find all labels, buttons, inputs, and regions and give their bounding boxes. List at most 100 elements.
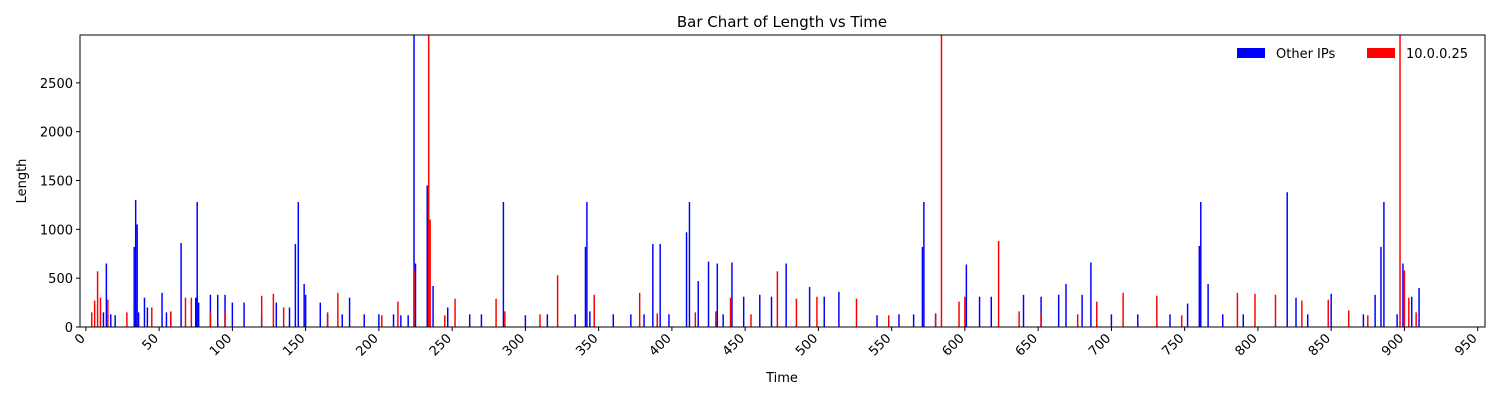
bar (1018, 311, 1020, 327)
bar (990, 296, 993, 327)
x-tick-label: 750 (1159, 331, 1187, 359)
bar (1090, 262, 1092, 327)
chart-title: Bar Chart of Length vs Time (677, 13, 887, 31)
x-tick-label: 150 (280, 331, 308, 359)
bar (759, 294, 761, 327)
x-tick-label: 350 (573, 331, 601, 359)
bar (413, 35, 415, 327)
bar (808, 286, 811, 327)
bar (137, 312, 140, 327)
bar (504, 311, 506, 327)
bar (93, 300, 96, 327)
x-tick-label: 500 (793, 331, 821, 359)
bar (1040, 296, 1042, 327)
bar (965, 264, 968, 327)
x-tick-label: 550 (866, 331, 894, 359)
bar (1399, 35, 1401, 327)
bar (348, 297, 351, 327)
bar (1081, 294, 1083, 327)
bar (1022, 294, 1025, 327)
bar (1242, 314, 1244, 327)
bar (319, 302, 322, 327)
bar (146, 307, 149, 327)
bar (586, 201, 588, 327)
bar (272, 293, 275, 327)
bar (444, 315, 446, 327)
bar (429, 219, 431, 327)
plot-frame (79, 34, 1486, 328)
bar (593, 294, 595, 327)
bar (260, 295, 263, 327)
bar (413, 270, 415, 327)
bars (90, 35, 1420, 327)
bar (275, 302, 278, 327)
bar (898, 314, 900, 327)
bar (750, 314, 752, 327)
bar (161, 292, 163, 327)
bar (1096, 301, 1098, 327)
bar (326, 312, 329, 327)
bar (136, 224, 138, 327)
bar (1186, 303, 1189, 327)
x-tick-label: 400 (647, 331, 675, 359)
bar (1402, 263, 1404, 327)
bar (1362, 314, 1365, 327)
bar (446, 307, 449, 327)
x-tick-label: 100 (207, 331, 235, 359)
bar (1040, 313, 1042, 327)
bar (1306, 314, 1309, 327)
bar (165, 312, 168, 327)
y-tick-label: 1500 (40, 175, 73, 190)
bar (427, 35, 430, 327)
bar (392, 314, 395, 327)
bar (958, 301, 960, 327)
bar (1222, 314, 1224, 327)
bar (716, 263, 719, 327)
bar (978, 296, 981, 327)
bar (1207, 284, 1209, 327)
bar (480, 314, 483, 327)
x-tick-label: 700 (1086, 331, 1114, 359)
y-tick-label: 2500 (40, 77, 73, 92)
bar (770, 296, 773, 327)
bar (1180, 315, 1183, 327)
bar (584, 246, 587, 327)
bar (934, 313, 937, 327)
x-tick-label: 200 (354, 331, 382, 359)
bar (1403, 270, 1406, 327)
bar (304, 294, 307, 327)
bar (243, 302, 245, 327)
bar (195, 297, 197, 327)
x-tick-label: 900 (1379, 331, 1407, 359)
bar (876, 315, 878, 327)
y-tick-label: 0 (65, 321, 73, 336)
y-tick-label: 2000 (40, 126, 73, 141)
bar (589, 311, 591, 327)
bar (785, 263, 787, 327)
bar (1295, 297, 1297, 327)
x-tick-label: 50 (140, 331, 162, 353)
bar (729, 297, 732, 327)
bar (697, 281, 699, 327)
bar (1286, 192, 1288, 327)
bar (468, 314, 471, 327)
bar (1122, 292, 1124, 327)
bar (694, 312, 697, 327)
bar (668, 314, 670, 327)
bar (114, 315, 116, 327)
bar (612, 314, 615, 327)
bar (1418, 287, 1420, 327)
bar (341, 314, 343, 327)
bar (126, 312, 128, 327)
legend-label: Other IPs (1276, 47, 1335, 62)
bar (303, 284, 305, 327)
x-tick-label: 300 (500, 331, 528, 359)
bar (133, 246, 135, 327)
x-tick-label: 600 (940, 331, 968, 359)
bar (524, 315, 527, 327)
x-tick-label: 950 (1452, 331, 1480, 359)
bar (722, 314, 724, 327)
bar (1330, 293, 1332, 327)
bar (1110, 314, 1113, 327)
